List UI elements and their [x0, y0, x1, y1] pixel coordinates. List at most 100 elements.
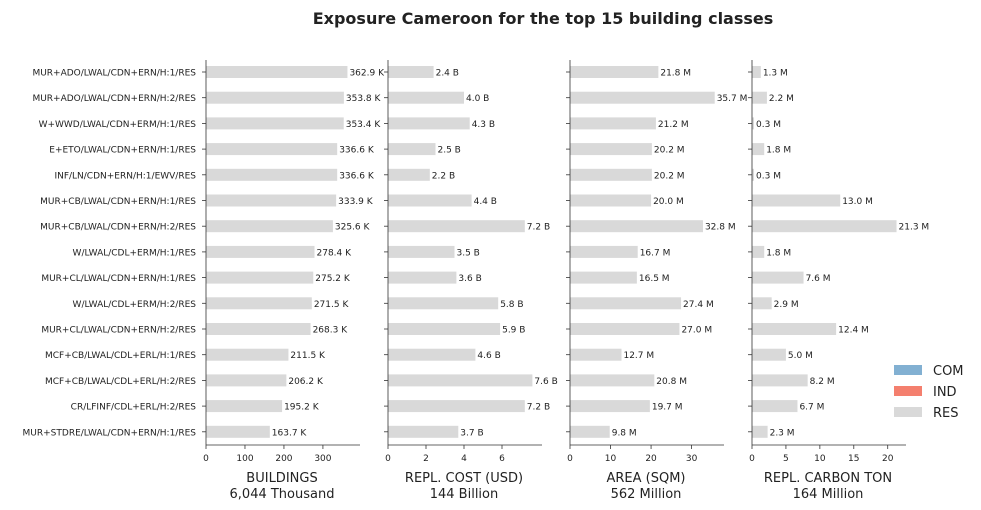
- bar-value-label: 336.6 K: [339, 171, 375, 181]
- bar-value-label: 4.4 B: [474, 197, 497, 207]
- bar-res: [206, 245, 315, 258]
- panel-3: 21.8 M 35.7 M 21.2 M 20.2 M 20.2 M 20.0 M 32.8…: [566, 60, 747, 502]
- bar-res: [752, 348, 786, 361]
- bar-res: [388, 66, 434, 78]
- x-tick-label: 2: [423, 454, 429, 464]
- bar-res: [206, 323, 311, 335]
- category-label: INF/LN/CDN+ERN/H:1/EWV/RES: [54, 171, 196, 181]
- bar-value-label: 35.7 M: [717, 94, 748, 104]
- category-label: MUR+CB/LWAL/CDN+ERN/H:2/RES: [40, 223, 196, 233]
- bar-res: [388, 348, 476, 361]
- bar-res: [388, 194, 472, 207]
- bar-value-label: 2.5 B: [438, 146, 461, 156]
- legend-swatch-com: [894, 365, 922, 375]
- bar-res: [388, 374, 533, 387]
- bar-res: [752, 245, 765, 258]
- x-tick-label: 4: [461, 454, 467, 464]
- bar-res: [570, 425, 610, 438]
- bar-res: [752, 66, 761, 78]
- bar-res: [388, 323, 501, 335]
- bar-value-label: 5.8 B: [500, 300, 523, 310]
- category-label: MUR+ADO/LWAL/CDN+ERN/H:2/RES: [32, 94, 196, 104]
- bar-value-label: 6.7 M: [799, 403, 824, 413]
- bar-res: [752, 117, 755, 130]
- bar-value-label: 2.3 M: [770, 428, 795, 438]
- x-tick-label: 100: [236, 454, 253, 464]
- bar-value-label: 20.2 M: [654, 171, 685, 181]
- x-tick-label: 10: [605, 454, 617, 464]
- bar-res: [752, 194, 841, 207]
- x-tick-label: 20: [645, 454, 657, 464]
- x-tick-label: 5: [783, 454, 789, 464]
- bar-value-label: 3.6 B: [458, 274, 481, 284]
- category-label: W/LWAL/CDL+ERM/H:1/RES: [73, 248, 197, 258]
- legend-swatch-ind: [894, 386, 922, 396]
- x-tick-label: 0: [567, 454, 573, 464]
- bar-res: [388, 400, 525, 413]
- bar-res: [570, 91, 715, 104]
- bar-value-label: 32.8 M: [705, 223, 736, 233]
- bar-res: [570, 245, 638, 258]
- bar-value-label: 3.5 B: [457, 248, 480, 258]
- x-tick-label: 300: [314, 454, 331, 464]
- bar-value-label: 27.0 M: [681, 326, 712, 336]
- bar-value-label: 163.7 K: [272, 428, 308, 438]
- x-axis-total: 562 Million: [611, 487, 682, 502]
- bar-res: [752, 374, 808, 387]
- x-axis-total: 6,044 Thousand: [230, 487, 335, 502]
- bar-res: [388, 168, 430, 181]
- bar-res: [752, 323, 837, 335]
- bar-value-label: 271.5 K: [314, 300, 350, 310]
- bar-res: [752, 400, 798, 413]
- category-label: MCF+CB/LWAL/CDL+ERL/H:2/RES: [45, 377, 196, 387]
- bar-res: [206, 117, 344, 130]
- bar-res: [388, 117, 470, 130]
- bar-value-label: 9.8 M: [612, 428, 637, 438]
- bar-value-label: 16.5 M: [639, 274, 670, 284]
- x-tick-label: 10: [814, 454, 826, 464]
- bar-value-label: 333.9 K: [338, 197, 374, 207]
- bar-value-label: 27.4 M: [683, 300, 714, 310]
- bar-value-label: 0.3 M: [756, 171, 781, 181]
- bar-value-label: 5.0 M: [788, 351, 813, 361]
- bar-res: [388, 245, 455, 258]
- bar-value-label: 13.0 M: [842, 197, 873, 207]
- bar-res: [388, 143, 436, 156]
- x-tick-label: 0: [203, 454, 209, 464]
- x-axis-label: REPL. COST (USD): [405, 471, 523, 486]
- bar-res: [752, 168, 755, 181]
- bar-res: [206, 400, 283, 413]
- x-axis-total: 144 Billion: [430, 487, 499, 502]
- bar-value-label: 336.6 K: [339, 146, 375, 156]
- bar-value-label: 0.3 M: [756, 120, 781, 130]
- panel-2: 2.4 B 4.0 B 4.3 B 2.5 B 2.2 B 4.4 B 7.2 B 3.5 B…: [384, 60, 558, 502]
- bar-res: [752, 271, 804, 284]
- category-label: W+WWD/LWAL/CDN+ERM/H:1/RES: [39, 120, 197, 130]
- bar-value-label: 7.2 B: [527, 223, 550, 233]
- category-label: E+ETO/LWAL/CDN+ERN/H:1/RES: [49, 146, 196, 156]
- legend-swatch-res: [894, 407, 922, 417]
- bar-res: [206, 220, 333, 233]
- x-axis-label: BUILDINGS: [246, 471, 317, 486]
- category-label: MCF+CB/LWAL/CDL+ERL/H:1/RES: [45, 351, 196, 361]
- x-axis-total: 164 Million: [793, 487, 864, 502]
- bar-res: [570, 117, 656, 130]
- category-label: CR/LFINF/CDL+ERL/H:2/RES: [71, 403, 197, 413]
- chart-legend: COM IND RES: [894, 364, 964, 421]
- legend-label: COM: [933, 364, 964, 379]
- bar-value-label: 21.3 M: [899, 223, 930, 233]
- bar-res: [388, 220, 525, 233]
- x-tick-label: 200: [275, 454, 292, 464]
- bar-value-label: 21.2 M: [658, 120, 689, 130]
- bar-res: [206, 374, 287, 387]
- bar-res: [570, 400, 650, 413]
- bar-value-label: 4.0 B: [466, 94, 489, 104]
- legend-label: IND: [933, 385, 957, 400]
- bar-res: [206, 168, 338, 181]
- bar-value-label: 3.7 B: [460, 428, 483, 438]
- bar-res: [570, 374, 655, 387]
- bar-value-label: 1.8 M: [766, 248, 791, 258]
- bar-res: [388, 297, 499, 310]
- bar-value-label: 195.2 K: [284, 403, 320, 413]
